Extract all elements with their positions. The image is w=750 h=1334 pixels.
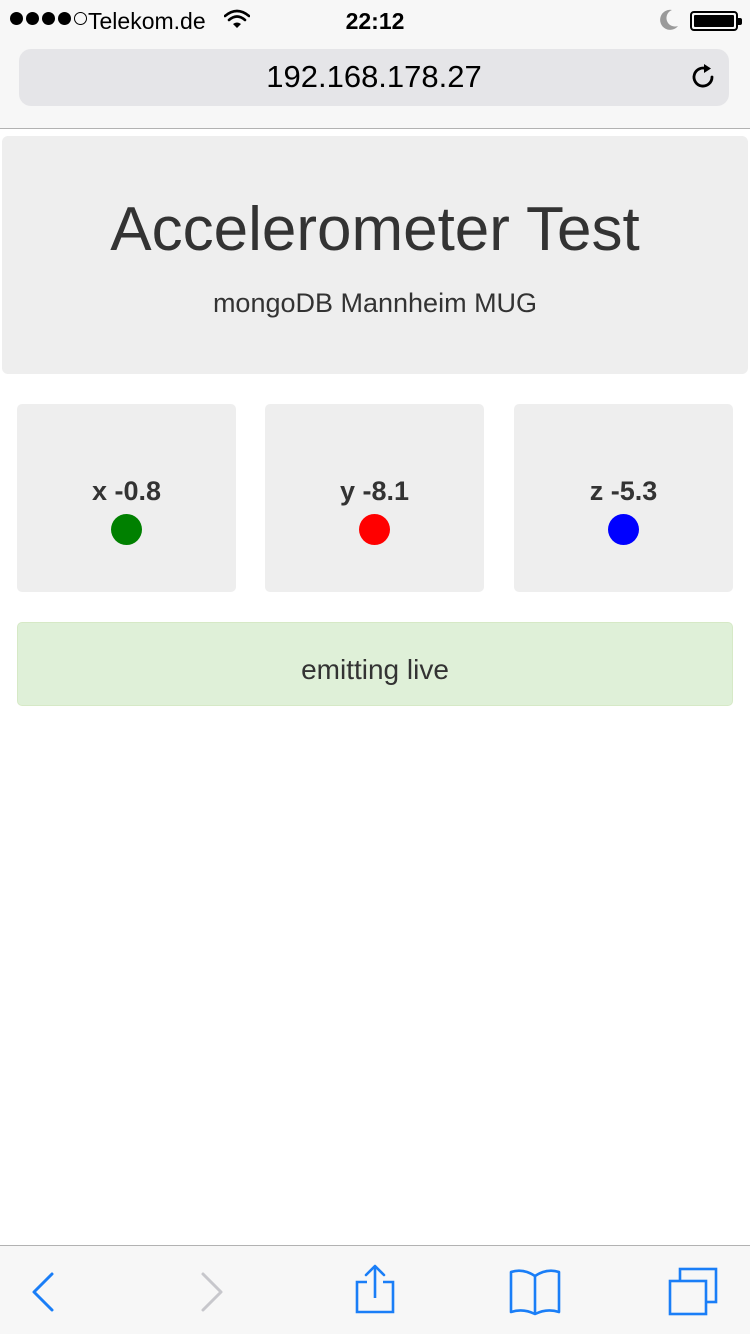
forward-icon[interactable] bbox=[181, 1264, 241, 1320]
tabs-icon[interactable] bbox=[663, 1264, 723, 1320]
y-axis-card: y -8.1 bbox=[265, 404, 484, 592]
reload-icon[interactable] bbox=[687, 61, 719, 93]
wifi-icon bbox=[223, 8, 251, 36]
clock: 22:12 bbox=[345, 8, 405, 34]
z-axis-indicator bbox=[608, 514, 639, 545]
x-axis-value: x -0.8 bbox=[91, 476, 162, 506]
y-axis-value: y -8.1 bbox=[339, 476, 410, 506]
x-axis-card: x -0.8 bbox=[17, 404, 236, 592]
page-subtitle: mongoDB Mannheim MUG bbox=[212, 288, 538, 318]
status-message: emitting live bbox=[301, 654, 449, 685]
page-title: Accelerometer Test bbox=[110, 195, 640, 264]
header-panel: Accelerometer Test mongoDB Mannheim MUG bbox=[2, 136, 748, 374]
signal-strength-icon bbox=[10, 12, 87, 25]
z-axis-value: z -5.3 bbox=[589, 476, 658, 506]
y-axis-indicator bbox=[359, 514, 390, 545]
share-icon[interactable] bbox=[345, 1264, 405, 1320]
carrier-name: Telekom.de bbox=[88, 8, 206, 34]
battery-icon bbox=[690, 11, 742, 31]
bookmarks-icon[interactable] bbox=[505, 1264, 565, 1320]
address-bar[interactable]: 192.168.178.27 bbox=[19, 49, 729, 106]
z-axis-card: z -5.3 bbox=[514, 404, 733, 592]
browser-toolbar bbox=[0, 1245, 750, 1334]
back-icon[interactable] bbox=[14, 1264, 74, 1320]
browser-chrome: Telekom.de 22:12 192.168.178.27 bbox=[0, 0, 750, 129]
status-bar: Telekom.de 22:12 bbox=[0, 0, 750, 42]
address-text[interactable]: 192.168.178.27 bbox=[266, 59, 482, 94]
do-not-disturb-icon bbox=[658, 8, 680, 38]
x-axis-indicator bbox=[111, 514, 142, 545]
status-alert: emitting live bbox=[17, 622, 733, 706]
